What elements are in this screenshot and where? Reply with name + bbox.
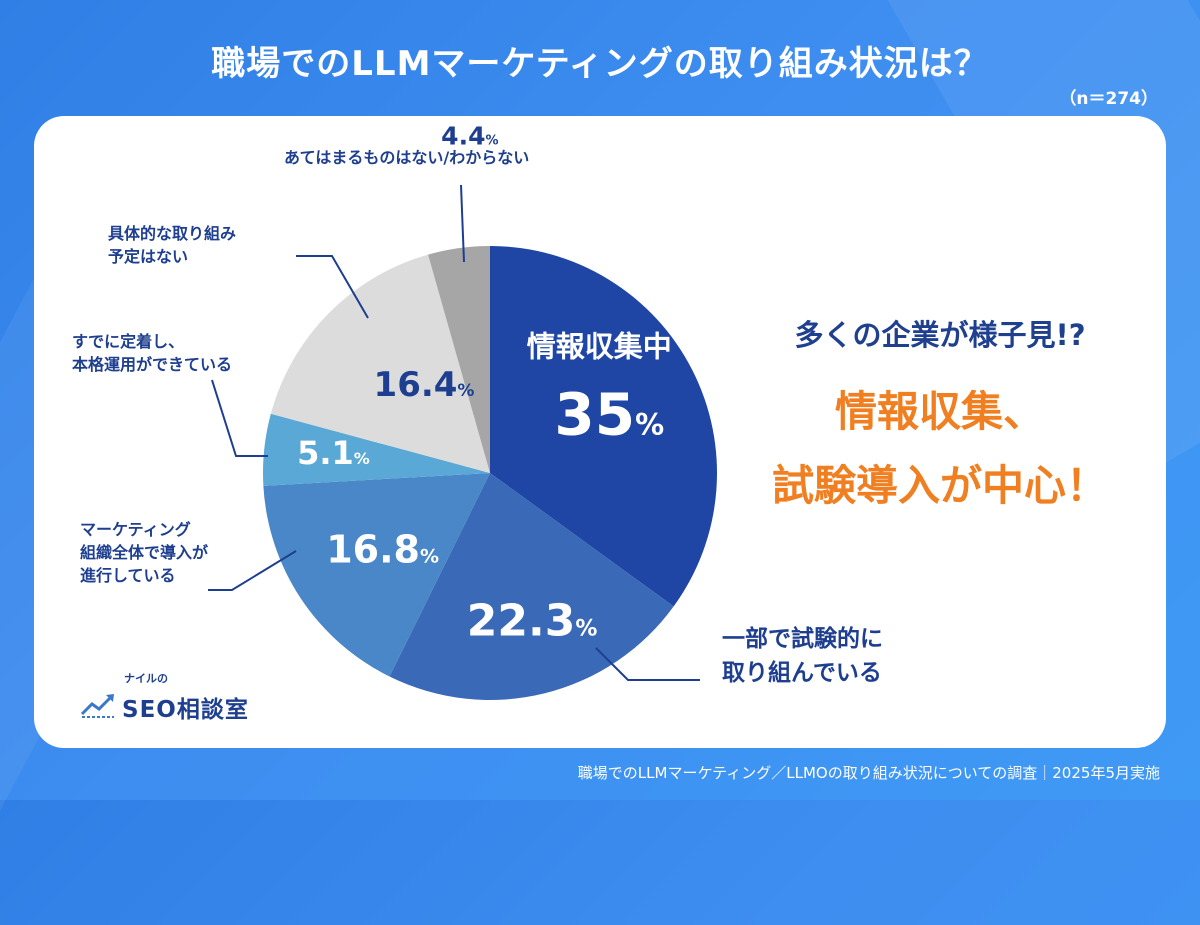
slice-name-established: すでに定着し、 本格運用ができている xyxy=(72,330,232,376)
leader-line-no-plan xyxy=(296,255,369,319)
pie-slice-info-gathering xyxy=(490,246,717,607)
slice-name-unknown-line1: あてはまるものはない/わからない xyxy=(284,148,530,167)
leader-line-established xyxy=(211,379,268,457)
slice-name-org-wide-line2: 組織全体で導入が xyxy=(80,543,209,562)
tagline-highlight-1: 情報収集、 xyxy=(834,387,1045,436)
logo-main-text: SEO相談室 xyxy=(122,697,249,723)
slice-name-unknown: あてはまるものはない/わからない xyxy=(284,146,529,169)
slice-name-no-plan-line2: 予定はない xyxy=(108,247,189,266)
slice-value-no-plan: 16.4% xyxy=(374,365,475,405)
leader-line-pilot xyxy=(595,647,700,681)
page-title: 職場でのLLMマーケティングの取り組み状況は？ xyxy=(211,44,989,84)
slice-name-org-wide: マーケティング 組織全体で導入が 進行している xyxy=(80,518,208,587)
slice-name-established-line1: すでに定着し、 xyxy=(72,332,185,351)
pie-slice-unknown xyxy=(428,246,490,473)
pie-slice-no-plan xyxy=(270,254,490,473)
slice-name-pilot-line2: 取り組んでいる xyxy=(722,660,882,686)
slice-value-established: 5.1% xyxy=(297,434,370,472)
leader-line-org-wide xyxy=(208,550,297,591)
footer-source: 職場でのLLMマーケティング／LLMOの取り組み状況についての調査｜2025年5… xyxy=(577,764,1160,782)
trend-chart-icon xyxy=(80,694,114,718)
slice-value-unknown: 4.4% xyxy=(441,122,498,151)
leader-line-unknown xyxy=(460,184,465,263)
tagline-question: 多くの企業が様子見!? xyxy=(794,318,1086,352)
slice-label-in-pie-info-gathering: 情報収集中 xyxy=(527,329,672,363)
slice-name-established-line2: 本格運用ができている xyxy=(72,355,233,374)
pie-slice-pilot xyxy=(389,473,674,700)
slice-value-org-wide: 16.8% xyxy=(326,528,439,572)
slice-name-pilot-line1: 一部で試験的に xyxy=(722,626,883,652)
pie-slice-established xyxy=(263,413,490,486)
pie-slice-org-wide xyxy=(263,473,490,677)
tagline-highlight-2: 試験導入が中心！ xyxy=(771,461,1108,510)
slice-name-org-wide-line1: マーケティング xyxy=(80,520,191,539)
slice-name-org-wide-line3: 進行している xyxy=(80,566,176,585)
logo-small-text: ナイルの xyxy=(124,672,168,685)
slice-value-pilot: 22.3% xyxy=(467,595,598,646)
slice-value-info-gathering: 35% xyxy=(554,380,664,448)
slice-name-no-plan: 具体的な取り組み 予定はない xyxy=(108,222,236,268)
slice-name-pilot: 一部で試験的に 取り組んでいる xyxy=(722,622,883,690)
brand-logo: ナイルの SEO相談室 xyxy=(80,670,270,730)
sample-size: （n＝274） xyxy=(1059,89,1158,109)
slice-name-no-plan-line1: 具体的な取り組み xyxy=(108,224,237,243)
pie-chart: 情報収集中 35% 22.3% 16.8% 5.1%16.4% 4.4% xyxy=(208,122,717,700)
